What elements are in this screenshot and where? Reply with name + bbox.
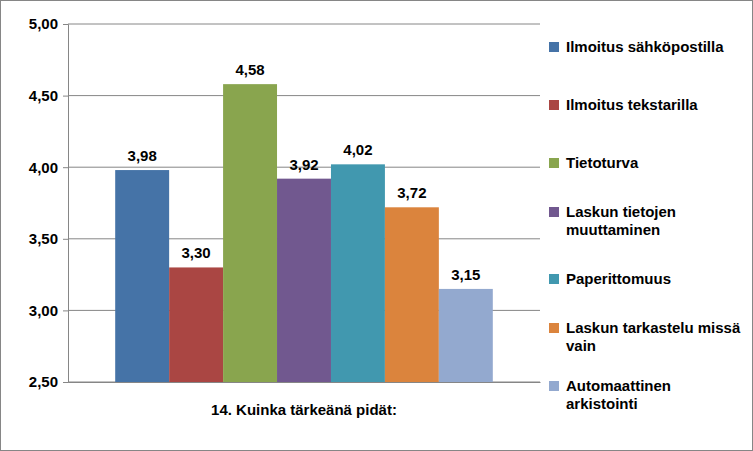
bars bbox=[115, 84, 493, 382]
y-tick-label: 2,50 bbox=[29, 373, 58, 390]
legend-item: Laskun tietojen muuttaminen bbox=[549, 203, 680, 238]
y-tick: 5,00 bbox=[29, 15, 68, 32]
x-tick-label: 14. Kuinka tärkeänä pidät: bbox=[211, 401, 397, 418]
legend-swatch bbox=[549, 42, 559, 52]
y-tick-label: 3,00 bbox=[29, 302, 58, 319]
legend-item: Ilmoitus tekstarilla bbox=[549, 96, 698, 113]
legend-swatch bbox=[549, 207, 559, 217]
y-tick-mark bbox=[63, 24, 68, 25]
bar bbox=[223, 84, 277, 382]
data-label: 3,98 bbox=[128, 147, 157, 164]
legend-label-line: muuttaminen bbox=[566, 221, 660, 238]
y-tick: 3,50 bbox=[29, 230, 68, 247]
legend-item: Tietoturva bbox=[549, 154, 639, 171]
legend-label: Tietoturva bbox=[566, 154, 639, 171]
y-tick-label: 4,50 bbox=[29, 87, 58, 104]
legend-label-line: Paperittomuus bbox=[566, 270, 671, 287]
legend-swatch bbox=[549, 100, 559, 110]
chart: 3,98 3,30 4,58 3,92 4,02 3,72 3,15 2,50 3,00 3,50… bbox=[0, 0, 753, 451]
y-tick-mark bbox=[63, 96, 68, 97]
x-tick: 14. Kuinka tärkeänä pidät: bbox=[211, 382, 397, 418]
legend-item: Ilmoitus sähköpostilla bbox=[549, 38, 724, 55]
y-tick: 3,00 bbox=[29, 302, 68, 319]
y-tick-mark bbox=[63, 382, 68, 383]
data-label: 3,30 bbox=[182, 244, 211, 261]
legend-swatch bbox=[549, 158, 559, 168]
legend-label: Ilmoitus tekstarilla bbox=[566, 96, 698, 113]
y-axis-line bbox=[63, 25, 69, 383]
bar bbox=[385, 207, 439, 382]
data-labels: 3,98 3,30 4,58 3,92 4,02 3,72 3,15 bbox=[128, 61, 481, 283]
legend-swatch bbox=[549, 323, 559, 333]
legend-label-line: Tietoturva bbox=[566, 154, 639, 171]
y-tick-label: 5,00 bbox=[29, 15, 58, 32]
legend-label-line: Laskun tietojen bbox=[566, 203, 680, 220]
data-label: 4,02 bbox=[343, 141, 372, 158]
grid bbox=[68, 24, 540, 382]
legend-swatch bbox=[549, 274, 559, 284]
legend-label-line: Ilmoitus sähköpostilla bbox=[566, 38, 724, 55]
legend-item: Paperittomuus bbox=[549, 270, 671, 287]
x-axis: 14. Kuinka tärkeänä pidät: bbox=[69, 382, 541, 418]
data-label: 3,72 bbox=[397, 184, 426, 201]
bar bbox=[439, 289, 493, 382]
legend-swatch bbox=[549, 381, 559, 391]
legend-label-line: Ilmoitus tekstarilla bbox=[566, 96, 698, 113]
legend-label: Laskun tietojen muuttaminen bbox=[566, 203, 680, 238]
legend-item: Laskun tarkastelu missä vain bbox=[549, 319, 744, 354]
y-tick: 4,50 bbox=[29, 87, 68, 104]
legend-label: Ilmoitus sähköpostilla bbox=[566, 38, 724, 55]
data-label: 3,92 bbox=[289, 156, 318, 173]
grid-line bbox=[68, 95, 540, 96]
legend: Ilmoitus sähköpostilla Ilmoitus tekstaril… bbox=[549, 38, 744, 412]
y-axis: 2,50 3,00 3,50 4,00 4,50 5,00 bbox=[29, 15, 69, 390]
y-tick: 2,50 bbox=[29, 373, 68, 390]
legend-label: Paperittomuus bbox=[566, 270, 671, 287]
legend-label-line: arkistointi bbox=[566, 395, 638, 412]
bar bbox=[169, 267, 223, 382]
legend-label-line: Automaattinen bbox=[566, 377, 675, 394]
grid-line bbox=[68, 24, 540, 25]
legend-item: Automaattinen arkistointi bbox=[549, 377, 675, 412]
y-tick-mark bbox=[63, 310, 68, 311]
legend-label: Laskun tarkastelu missä vain bbox=[566, 319, 744, 354]
data-label: 3,15 bbox=[451, 266, 480, 283]
y-tick-label: 4,00 bbox=[29, 159, 58, 176]
x-axis-line bbox=[69, 382, 541, 383]
legend-label-line: vain bbox=[566, 337, 596, 354]
chart-frame bbox=[1, 1, 753, 451]
data-label: 4,58 bbox=[235, 61, 264, 78]
legend-label-line: Laskun tarkastelu missä bbox=[566, 319, 744, 336]
bar bbox=[277, 179, 331, 382]
legend-label: Automaattinen arkistointi bbox=[566, 377, 675, 412]
y-tick-label: 3,50 bbox=[29, 230, 58, 247]
y-tick-mark bbox=[63, 167, 68, 168]
bar bbox=[331, 164, 385, 382]
y-tick: 4,00 bbox=[29, 159, 68, 176]
bar bbox=[115, 170, 169, 382]
y-tick-mark bbox=[63, 239, 68, 240]
